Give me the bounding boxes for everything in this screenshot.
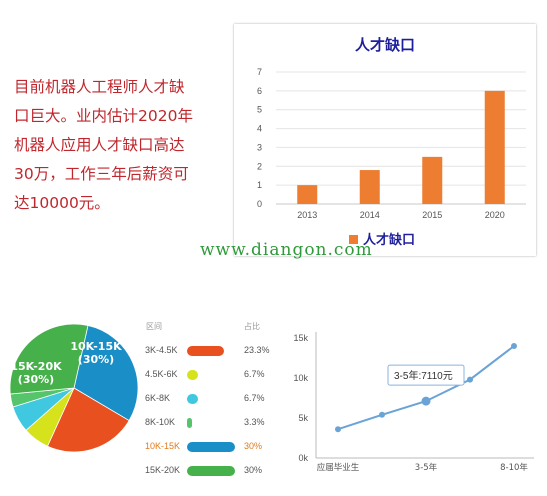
table-pct: 30% [244, 441, 263, 451]
pie-slice-15K-20K [9, 323, 89, 395]
table-header-range: 区间 [146, 322, 162, 331]
table-pct: 6.7% [244, 369, 265, 379]
bar-2020 [484, 90, 505, 204]
table-pct: 3.3% [244, 417, 265, 427]
bar-y-tick: 0 [257, 199, 262, 209]
line-tooltip: 3-5年:7110元 [387, 364, 465, 386]
table-bar [187, 346, 225, 356]
legend-label: 人才缺口 [363, 232, 415, 248]
table-pct: 6.7% [244, 393, 265, 403]
bar-chart: 人才缺口 0 1 2 3 4 5 6 7 2013 2014 2015 2020 人才缺口 [257, 36, 526, 248]
table-range: 15K-20K [145, 465, 181, 475]
bar-x-tick: 2015 [422, 210, 442, 220]
line-point [511, 343, 517, 349]
table-row: 4.5K-6K 6.7% [140, 364, 270, 386]
line-chart: 0k 5k 10k 15k 应届毕业生 3-5年 8-10年 3-5年:7110元 [293, 332, 534, 473]
table-range: 4.5K-6K [145, 369, 178, 379]
line-point [421, 396, 431, 406]
line-point [467, 376, 473, 383]
pie-pct-10k-15k: (30%) [78, 353, 114, 366]
pie-label-10k-15k: 10K-15K [70, 340, 122, 353]
table-bar [187, 466, 235, 476]
intro-paragraph: 目前机器人工程师人才缺 口巨大。业内估计2020年 机器人应用人才缺口高达 30… [14, 73, 224, 218]
line-y-tick: 10k [293, 373, 308, 383]
table-range: 10K-15K [145, 441, 181, 451]
pie-slice-3K-4.5K [46, 387, 130, 453]
intro-line: 口巨大。业内估计2020年 [14, 107, 193, 125]
table-row: 10K-15K 30% [140, 436, 270, 458]
pie-pct-15k-20k: (30%) [18, 373, 54, 386]
bar-x-tick: 2014 [360, 210, 380, 220]
table-header-pct: 占比 [244, 322, 260, 331]
pie-chart: 10K-15K (30%) 15K-20K (30%) [9, 323, 139, 453]
bar-y-tick: 5 [257, 105, 262, 115]
line-point [379, 411, 385, 418]
table-row: 8K-10K 3.3% [140, 412, 270, 434]
table-row: 3K-4.5K 23.3% [140, 340, 270, 362]
salary-range-table: 区间 占比 3K-4.5K 23.3% 4.5K-6K 6.7% 6K-8K 6.7% 8K… [140, 316, 270, 486]
salary-line [337, 345, 515, 431]
pie-slice-10K-15K [73, 325, 139, 422]
bar-y-tick: 4 [257, 124, 262, 134]
bar-chart-title: 人才缺口 [355, 36, 415, 54]
bar-y-tick: 7 [257, 67, 262, 77]
line-x-tick: 8-10年 [500, 462, 528, 473]
table-range: 6K-8K [145, 393, 171, 403]
table-bar [187, 394, 198, 404]
bar-y-tick: 3 [257, 142, 262, 152]
table-pct: 23.3% [244, 345, 270, 355]
bar-2013 [297, 185, 318, 204]
line-y-tick: 5k [298, 413, 308, 423]
bar-y-tick: 2 [257, 161, 262, 171]
bar-y-tick: 6 [257, 86, 262, 96]
table-range: 8K-10K [145, 417, 176, 427]
bar-x-tick: 2013 [297, 210, 317, 220]
intro-line: 目前机器人工程师人才缺 [14, 78, 185, 96]
bar-x-tick: 2020 [485, 210, 505, 220]
intro-line: 机器人应用人才缺口高达 [14, 136, 185, 154]
line-point [335, 426, 341, 433]
bar-chart-legend: 人才缺口 [349, 232, 415, 248]
table-bar [187, 370, 198, 380]
line-x-tick: 应届毕业生 [317, 462, 360, 473]
table-bar [187, 418, 193, 428]
bar-2014 [359, 170, 380, 204]
intro-line: 30万，工作三年后薪资可 [14, 165, 189, 183]
table-row: 15K-20K 30% [140, 460, 270, 482]
table-range: 3K-4.5K [145, 345, 178, 355]
tooltip-text: 3-5年:7110元 [394, 369, 453, 382]
line-y-tick: 15k [293, 333, 308, 343]
line-y-tick: 0k [298, 453, 308, 463]
bar-y-tick: 1 [257, 180, 262, 190]
intro-line: 达10000元。 [14, 194, 110, 212]
table-row: 6K-8K 6.7% [140, 388, 270, 410]
pie-label-15k-20k: 15K-20K [10, 360, 62, 373]
legend-swatch [349, 235, 358, 244]
watermark-url: www.diangon.com [200, 240, 373, 260]
table-pct: 30% [244, 465, 263, 475]
line-x-tick: 3-5年 [415, 462, 438, 473]
bar-chart-panel: 人才缺口 0 1 2 3 4 5 6 7 2013 2014 2015 2020 人才缺口 [234, 24, 536, 256]
bar-2015 [422, 156, 443, 204]
table-bar [187, 442, 235, 452]
